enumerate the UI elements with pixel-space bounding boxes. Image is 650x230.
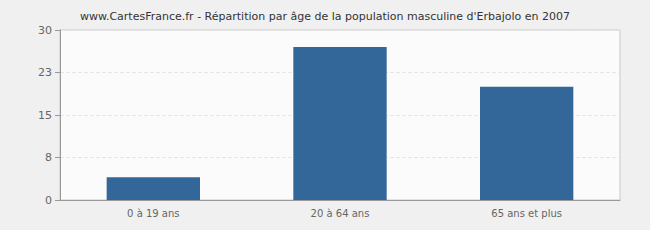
svg-text:65 ans et plus: 65 ans et plus	[491, 208, 562, 219]
svg-text:0: 0	[45, 194, 52, 207]
svg-text:www.CartesFrance.fr - Répartit: www.CartesFrance.fr - Répartition par âg…	[80, 10, 570, 23]
svg-text:23: 23	[38, 66, 52, 79]
svg-text:20 à 64 ans: 20 à 64 ans	[311, 208, 370, 219]
svg-text:30: 30	[38, 24, 52, 37]
svg-text:8: 8	[45, 151, 52, 164]
svg-text:15: 15	[38, 109, 52, 122]
svg-text:0 à 19 ans: 0 à 19 ans	[127, 208, 179, 219]
